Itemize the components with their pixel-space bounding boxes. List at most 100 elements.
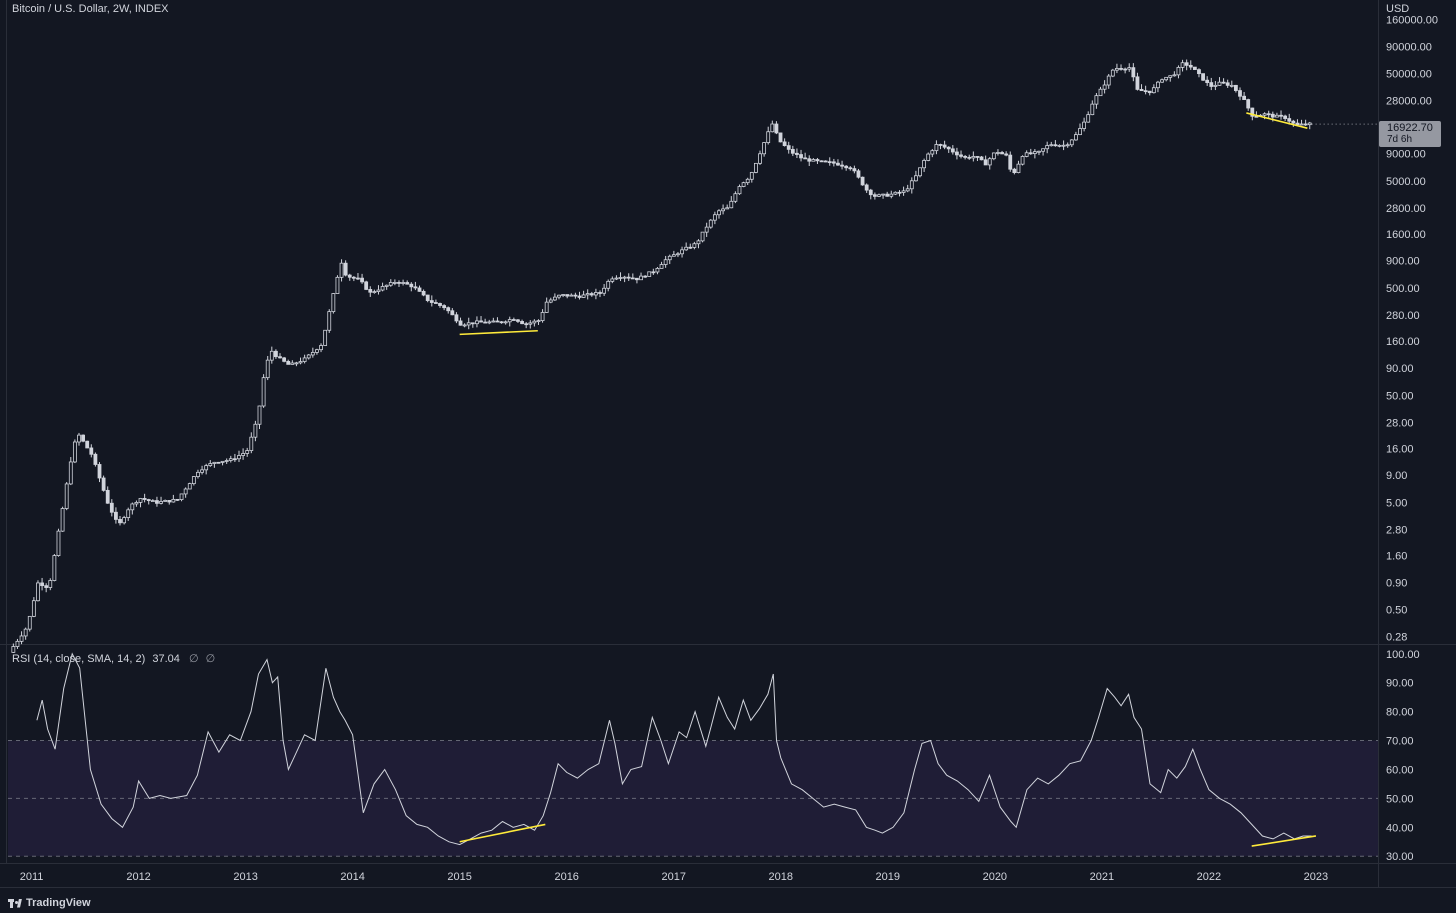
candle-body [1184,62,1189,66]
price-pane[interactable] [0,0,1456,888]
candle-body [134,502,139,505]
candle-body [442,305,447,309]
candle-body [1098,88,1103,97]
price-tick-label: 1.60 [1386,551,1407,563]
candle-body [200,469,204,473]
candle-body [905,188,910,192]
candle-body [856,170,861,178]
candle-body [146,499,151,502]
candle-body [1127,67,1132,70]
price-badge: 16922.70 7d 6h [1379,121,1441,147]
candle-body [1180,62,1185,68]
candle-body [1000,152,1004,155]
candle-body [946,146,951,150]
candle-body [224,460,229,462]
candle-body [729,200,734,209]
price-tick-label: 0.90 [1386,577,1407,589]
year-tick-label: 2014 [340,871,364,883]
candle-body [1197,69,1201,75]
candle-body [926,153,931,161]
candle-body [942,144,947,148]
rsi-legend-label: RSI (14, close, SMA, 14, 2) [12,653,146,665]
candle-body [1233,84,1238,91]
candle-body [1123,68,1128,71]
candle-body [495,320,500,323]
candle-body [860,176,865,186]
candle-body [44,585,49,588]
candle-body [712,214,717,221]
candle-body [507,319,512,323]
candle-body [581,294,586,298]
candle-body [155,500,159,504]
price-tick-label: 0.28 [1386,632,1407,644]
price-tick-label: 28000.00 [1386,96,1432,108]
candle-body [885,193,890,197]
candle-body [1053,144,1058,147]
trendlines [459,112,1378,847]
year-tick-label: 2017 [661,871,685,883]
candle-body [971,156,976,159]
year-tick-label: 2019 [876,871,900,883]
price-tick-label: 0.50 [1386,605,1407,617]
rsi-tick-label: 80.00 [1386,707,1414,719]
candle-body [265,359,270,379]
tradingview-logo[interactable]: TradingView [8,895,91,911]
candle-body [836,162,840,166]
price-tick-label: 1600.00 [1386,229,1426,241]
candle-body [532,320,537,324]
candle-body [1090,103,1095,116]
candle-body [914,175,918,182]
candle-body [40,582,44,587]
candle-body [934,144,939,152]
price-tick-label: 160000.00 [1386,14,1438,26]
candle-body [852,168,857,172]
candle-body [684,246,689,251]
candle-body [922,160,927,169]
price-tick-label: 9.00 [1386,470,1407,482]
candle-body [483,321,488,324]
candle-body [1270,113,1275,118]
candle-body [1061,144,1066,147]
candle-body [692,243,697,248]
candle-body [261,377,266,407]
candle-body [216,461,221,464]
candle-body [376,289,381,292]
year-tick-label: 2011 [20,871,44,883]
candle-body [89,447,94,455]
candle-body [1188,64,1193,68]
candle-body [803,157,808,160]
candle-body [589,293,594,296]
candle-body [667,255,672,261]
candle-body [758,153,762,164]
candle-body [1246,99,1251,109]
candle-body [827,161,832,164]
candle-body [298,361,303,364]
candle-body [97,464,102,479]
candle-body [696,240,701,245]
candle-body [963,156,968,158]
price-tick-label: 5.00 [1386,498,1407,510]
candle-body [429,300,434,303]
price-tick-label: 900.00 [1386,256,1420,268]
candle-body [52,555,57,581]
candle-body [1102,84,1107,90]
candle-body [1225,82,1230,86]
candle-body [1147,90,1152,94]
candle-body [918,167,922,177]
candle-body [60,508,65,532]
candle-body [130,503,135,511]
candle-body [749,172,754,180]
candle-body [294,362,299,365]
candle-body [384,284,389,287]
candle-body [323,329,328,346]
candle-body [598,292,602,294]
candle-body [142,498,147,500]
candle-body [179,493,184,500]
candle-body [122,517,127,524]
candle-body [1135,76,1140,90]
rsi-tick-label: 40.00 [1386,822,1414,834]
price-tick-label: 2.80 [1386,525,1407,537]
candle-body [1045,145,1050,150]
candle-body [938,144,943,146]
